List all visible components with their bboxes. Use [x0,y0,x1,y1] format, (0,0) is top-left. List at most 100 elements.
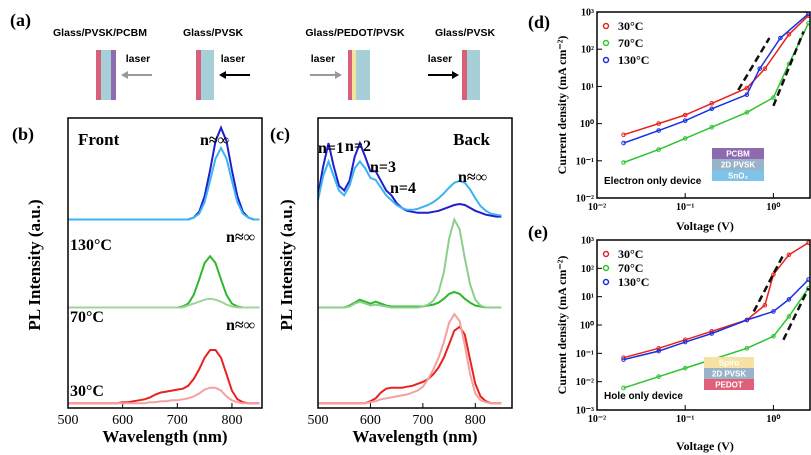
jv-point [806,277,810,282]
laser-label: laser [428,53,453,65]
panel-label: (e) [528,222,548,243]
device-note: Electron only device [604,176,702,187]
jv-point [786,32,792,37]
chart-panel: (c) Back Wavelength (nm) PL Intensity (a.u.… [270,117,513,446]
sample-label: Glass/PEDOT/PVSK [305,27,405,39]
legend-label: 30°C [618,19,643,33]
jv-point [656,128,661,133]
jv-point [621,132,626,138]
jv-point [806,12,810,17]
annotation: 70°C [70,309,104,326]
annotation: n=2 [345,138,371,155]
x-tick-label: 800 [465,413,486,428]
x-axis-label: Voltage (V) [676,439,734,453]
annotation: n=1 [318,140,344,157]
laser-label: laser [311,53,336,65]
jv-point [682,112,688,118]
jv-point [682,365,688,371]
jv-point [621,385,626,391]
spectrum-line [68,254,260,309]
inset-layer [712,159,764,170]
annotation: n≈∞ [200,132,229,149]
chart-panel: (d) Voltage (V) Current density (mA cm⁻²) 1… [528,8,811,233]
inset-layer [712,148,764,159]
y-axis-label: Current density (mA cm⁻²) [555,36,569,175]
legend-marker [602,250,610,258]
jv-point [786,314,792,319]
inset-label: 2D PVSK [712,370,746,379]
legend-marker [602,264,610,272]
fit-line [772,31,805,107]
fit-line [752,254,785,313]
jv-line [623,15,810,136]
jv-point [744,110,750,115]
jv-line [623,13,809,144]
jv-line [623,22,810,164]
y-tick-label: 10¹ [581,82,594,93]
inset-layer [704,357,754,368]
y-tick-label: 10⁻² [576,377,594,388]
spectrum-line [318,312,502,405]
x-tick-label: 600 [360,413,381,428]
spectrum-line [68,297,260,309]
y-tick-label: 10⁻³ [576,406,594,417]
jv-point [656,147,661,152]
legend-label: 30°C [618,247,643,261]
jv-point [682,118,688,123]
jv-point [621,140,626,146]
spectrum-line [68,145,260,221]
chart-panel: (b) Front Wavelength (nm) PL Intensity (a.u… [12,117,263,446]
chart-title: Front [78,130,120,149]
y-axis-label: Current density (mA cm⁻²) [555,256,569,395]
x-tick-label: 700 [412,413,433,428]
x-tick-label: 10⁻² [588,202,606,213]
annotation: 30°C [70,383,104,400]
y-tick-label: 10⁰ [580,119,594,130]
jv-point [744,85,750,91]
jv-point [656,121,661,126]
x-axis-label: Wavelength (nm) [352,427,477,446]
panel-label: (d) [528,12,550,33]
legend-label: 70°C [618,36,643,50]
legend-marker [602,39,610,47]
panel-label: (c) [270,124,290,145]
x-tick-label: 700 [167,413,188,428]
plot-area [621,12,810,165]
jv-point [771,272,776,277]
x-tick-label: 10⁰ [766,202,780,213]
legend-label: 130°C [618,275,649,289]
jv-point [744,346,750,351]
jv-point [656,374,661,379]
y-tick-label: 10⁻² [576,194,594,205]
plot-frame [596,11,811,199]
legend-label: 70°C [618,261,643,275]
inset-label: PEDOT [715,381,743,390]
jv-point [656,348,661,354]
jv-point [621,355,626,361]
inset-layer [712,170,764,181]
plot-frame [317,117,513,409]
jv-point [806,240,810,246]
jv-point [806,20,810,26]
annotation: n=4 [390,180,416,197]
jv-point [621,357,626,362]
chart-panel: (e) Voltage (V) Current density (mA cm⁻²) 1… [528,222,811,453]
x-tick-label: 500 [58,413,79,428]
inset-label: 2D PVSK [721,161,755,170]
inset-layer [704,379,754,390]
jv-point [709,101,715,106]
annotation: 130°C [70,237,112,254]
plot-area [318,140,502,405]
jv-point [762,302,768,308]
inset-layer [704,368,754,379]
legend-marker [602,56,610,64]
x-tick-label: 800 [221,413,242,428]
jv-point [709,331,715,336]
y-axis-label: PL Intensity (a.u.) [25,199,44,330]
jv-point [744,92,750,97]
jv-point [762,66,768,71]
laser-label: laser [126,53,151,65]
plot-area [621,240,810,391]
sample-label: Glass/PVSK [435,27,496,39]
